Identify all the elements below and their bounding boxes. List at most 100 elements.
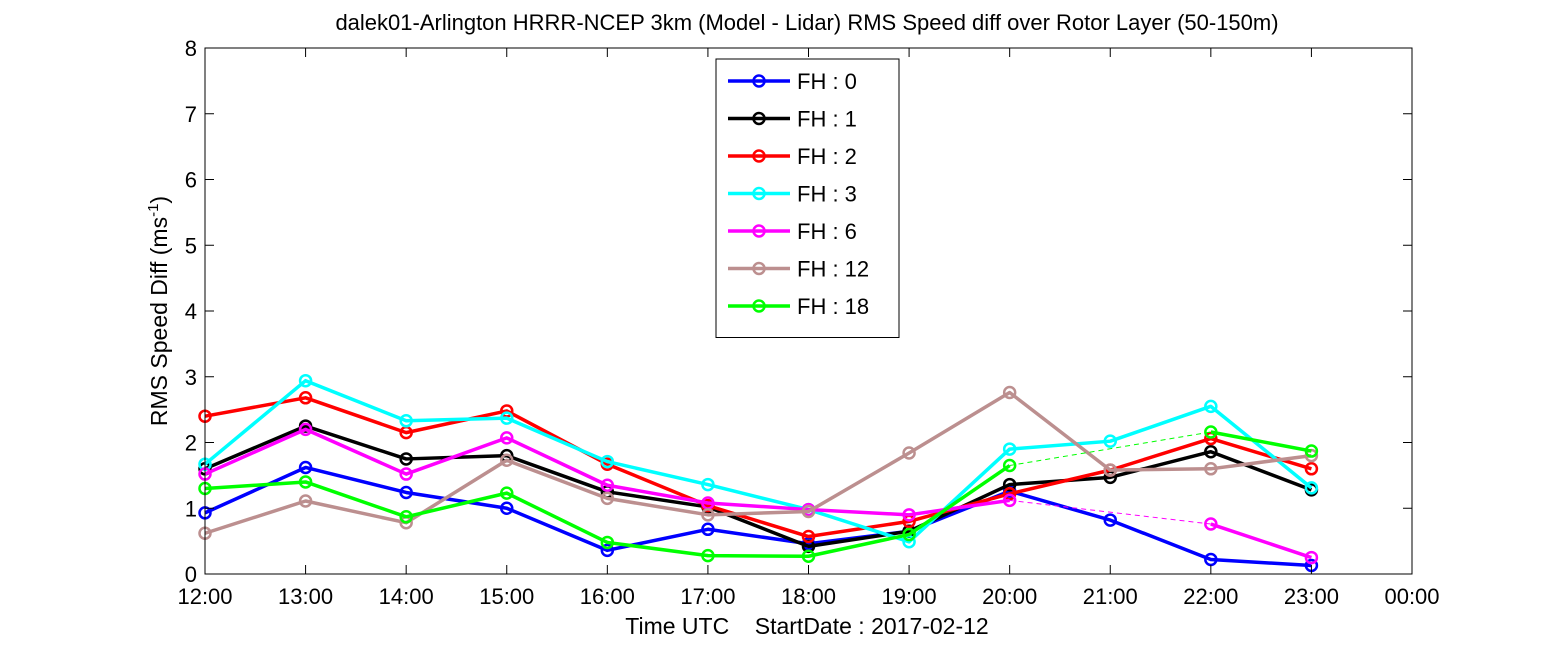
data-point bbox=[500, 501, 514, 515]
legend-entry-5: FH : 12 bbox=[728, 257, 869, 282]
data-point bbox=[600, 454, 615, 469]
data-point bbox=[500, 431, 514, 445]
x-axis-label: Time UTC StartDate : 2017-02-12 bbox=[625, 613, 988, 639]
data-point bbox=[902, 527, 916, 542]
data-point bbox=[1204, 517, 1218, 531]
data-point bbox=[701, 508, 715, 522]
series-line bbox=[203, 378, 1313, 544]
data-point bbox=[1304, 481, 1319, 495]
series-gap-connector bbox=[1009, 499, 1211, 525]
data-point bbox=[1002, 458, 1017, 473]
legend-swatch-marker bbox=[752, 149, 766, 163]
data-point bbox=[600, 535, 615, 550]
series-6 bbox=[198, 425, 1319, 563]
data-point bbox=[1204, 462, 1218, 476]
data-point bbox=[600, 543, 615, 558]
data-point bbox=[1304, 550, 1319, 565]
data-point bbox=[1002, 477, 1017, 492]
series-line bbox=[204, 396, 1312, 539]
x-tick-label: 00:00 bbox=[1384, 584, 1439, 609]
legend-label: FH : 12 bbox=[797, 257, 869, 282]
legend-swatch-marker bbox=[752, 111, 766, 126]
legend: FH : 0 FH : 1 FH : 2 FH : 3 FH : 6 FH : 12 FH … bbox=[715, 58, 900, 338]
data-point bbox=[298, 475, 313, 489]
y-tick-label: 5 bbox=[185, 233, 197, 258]
legend-entry-3: FH : 3 bbox=[728, 182, 857, 207]
x-tick-label: 22:00 bbox=[1183, 584, 1238, 609]
data-point bbox=[298, 391, 313, 405]
x-tick-label: 12:00 bbox=[177, 584, 232, 609]
data-point bbox=[1103, 513, 1117, 527]
y-tick-label: 2 bbox=[185, 431, 197, 456]
x-tick-label: 18:00 bbox=[781, 584, 836, 609]
y-tick-label: 7 bbox=[185, 102, 197, 127]
x-tick-label: 20:00 bbox=[982, 584, 1037, 609]
data-point bbox=[1204, 425, 1218, 439]
data-point bbox=[1002, 442, 1017, 456]
data-point bbox=[298, 460, 313, 475]
series-line bbox=[1210, 430, 1312, 453]
y-tick-label: 3 bbox=[185, 365, 197, 390]
data-point bbox=[399, 485, 413, 500]
data-point bbox=[500, 411, 514, 425]
legend-label: FH : 1 bbox=[797, 107, 857, 132]
data-point bbox=[500, 453, 514, 468]
legend-entry-0: FH : 0 bbox=[728, 69, 857, 94]
data-point bbox=[1304, 444, 1319, 458]
data-point bbox=[500, 486, 514, 500]
y-axis-label-close: ) bbox=[146, 196, 172, 204]
x-tick-label: 13:00 bbox=[278, 584, 333, 609]
data-point bbox=[1002, 493, 1017, 508]
data-point bbox=[399, 452, 413, 466]
legend-swatch-marker bbox=[752, 261, 766, 276]
series-line bbox=[1210, 522, 1312, 560]
legend-label: FH : 0 bbox=[797, 69, 857, 94]
x-tick-label: 15:00 bbox=[479, 584, 534, 609]
y-tick-label: 8 bbox=[185, 36, 197, 61]
data-point bbox=[399, 510, 413, 524]
y-axis-label-main: RMS Speed Diff (ms bbox=[146, 217, 172, 426]
data-point bbox=[801, 504, 816, 519]
series-line bbox=[204, 464, 1011, 558]
y-tick-label: 6 bbox=[185, 168, 197, 193]
data-point bbox=[902, 508, 916, 522]
legend-label: FH : 6 bbox=[797, 219, 857, 244]
legend-entry-6: FH : 18 bbox=[728, 294, 869, 319]
legend-entry-1: FH : 1 bbox=[728, 107, 857, 132]
data-point bbox=[1002, 385, 1017, 400]
data-point bbox=[1103, 434, 1117, 448]
legend-label: FH : 3 bbox=[797, 182, 857, 207]
legend-label: FH : 2 bbox=[797, 144, 857, 169]
data-point bbox=[298, 494, 313, 508]
x-tick-label: 21:00 bbox=[1083, 584, 1138, 609]
y-tick-label: 0 bbox=[185, 562, 197, 587]
y-tick-label: 1 bbox=[185, 496, 197, 521]
legend-swatch-marker bbox=[752, 186, 766, 201]
y-axis-label: RMS Speed Diff (ms-1) bbox=[145, 196, 172, 426]
y-tick-label: 4 bbox=[185, 299, 197, 324]
legend-swatch-marker bbox=[752, 299, 766, 313]
x-tick-label: 23:00 bbox=[1284, 584, 1339, 609]
x-tick-label: 17:00 bbox=[680, 584, 735, 609]
data-point bbox=[902, 446, 916, 460]
data-point bbox=[600, 491, 615, 506]
data-point bbox=[801, 549, 816, 563]
series-5 bbox=[198, 385, 1319, 540]
data-point bbox=[1002, 487, 1017, 501]
legend-swatch-marker bbox=[752, 74, 766, 88]
x-tick-label: 16:00 bbox=[580, 584, 635, 609]
data-point bbox=[701, 548, 715, 563]
data-point bbox=[298, 422, 313, 437]
series-line bbox=[204, 427, 1010, 517]
legend-swatch-marker bbox=[752, 224, 766, 238]
data-point bbox=[600, 478, 615, 492]
series-line bbox=[204, 390, 1312, 535]
data-point bbox=[701, 477, 715, 492]
data-point bbox=[1204, 399, 1218, 414]
legend-entry-4: FH : 6 bbox=[728, 219, 857, 244]
data-point bbox=[399, 467, 413, 481]
data-point bbox=[1304, 462, 1319, 476]
data-point bbox=[399, 414, 413, 428]
y-axis-label-superscript: -1 bbox=[145, 204, 162, 217]
